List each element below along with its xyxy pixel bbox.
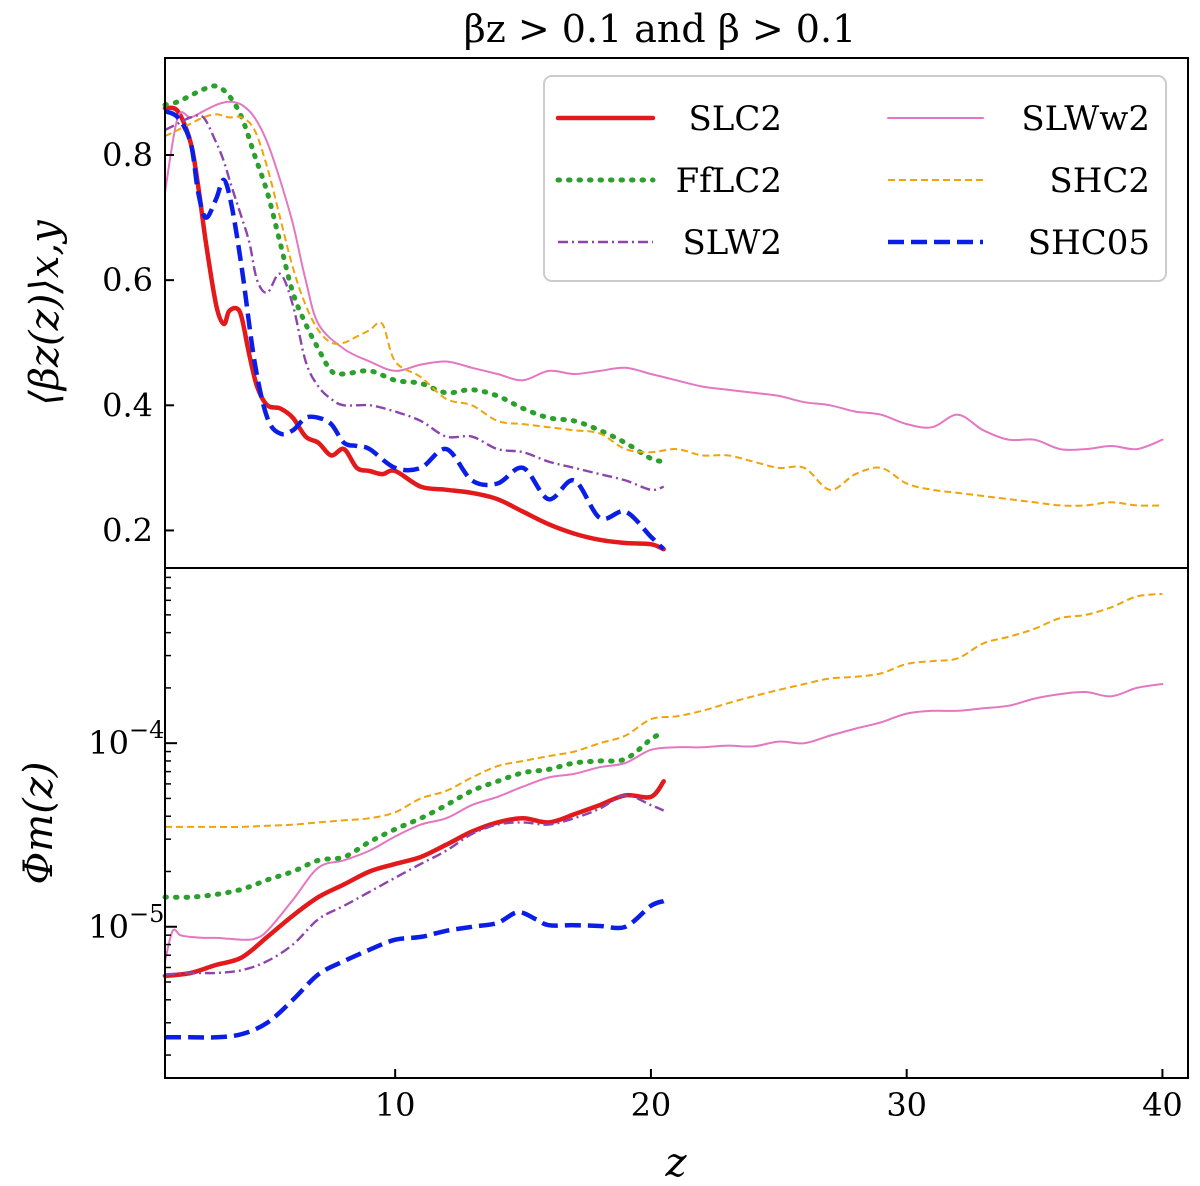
legend-label-shc05: SHC05 bbox=[1028, 223, 1150, 263]
top-series-slw2 bbox=[164, 114, 665, 492]
xtick-label: 20 bbox=[631, 1086, 672, 1124]
bottom-series-fflc2 bbox=[162, 729, 667, 900]
bottom-series-slc2 bbox=[162, 779, 666, 979]
bottom-series-shc2 bbox=[164, 592, 1163, 828]
bottom-ylabel-text: Φm(z) bbox=[16, 761, 62, 884]
top-ytick-label: 0.2 bbox=[102, 511, 153, 549]
top-series-slc2 bbox=[162, 105, 666, 552]
bottom-plot-frame bbox=[164, 567, 1189, 1079]
xtick-label: 40 bbox=[1142, 1086, 1183, 1124]
bottom-series-slw2 bbox=[164, 794, 665, 976]
legend-label-slww2: SLWw2 bbox=[1021, 99, 1150, 139]
legend-label-slc2: SLC2 bbox=[688, 99, 782, 139]
bottom-ytick-exponent: −5 bbox=[129, 900, 164, 928]
bottom-ytick-exponent: −4 bbox=[129, 716, 164, 744]
top-series-fflc2 bbox=[162, 83, 667, 465]
bottom-series-slww2 bbox=[164, 683, 1164, 963]
top-ytick-label: 0.6 bbox=[102, 261, 153, 299]
legend-label-shc2: SHC2 bbox=[1049, 161, 1150, 201]
bottom-x-ticks: 10 20 30 40 bbox=[375, 1069, 1183, 1124]
legend: SLC2 SLWw2 FfLC2 SHC2 SLW2 SHC05 bbox=[543, 75, 1167, 282]
bottom-ytick-label: 10 bbox=[88, 724, 129, 762]
top-ytick-label: 0.8 bbox=[102, 136, 153, 174]
top-ylabel-text: ⟨βz(z)⟩x,y bbox=[22, 219, 68, 406]
top-series-shc05 bbox=[164, 109, 666, 551]
top-panel: 0.2 0.4 0.6 0.8 ⟨βz(z)⟩x,y bbox=[22, 57, 1189, 569]
chart-title: βz > 0.1 and β > 0.1 bbox=[464, 7, 856, 51]
top-y-ticks: 0.2 0.4 0.6 0.8 bbox=[102, 136, 174, 549]
top-series-lines bbox=[162, 83, 1164, 552]
bottom-y-axis-label: Φm(z) bbox=[16, 761, 62, 884]
top-series-slww2 bbox=[164, 100, 1164, 451]
bottom-panel: 10−510−4 10 20 30 40 Φm(z) z bbox=[16, 567, 1189, 1186]
bottom-series-lines bbox=[162, 592, 1164, 1040]
top-y-axis-label: ⟨βz(z)⟩x,y bbox=[22, 219, 68, 406]
legend-entries: SLC2 SLWw2 FfLC2 SHC2 SLW2 SHC05 bbox=[555, 99, 1150, 263]
x-axis-label: z bbox=[664, 1140, 687, 1186]
bottom-y-ticks: 10−510−4 bbox=[88, 576, 177, 1056]
top-ytick-label: 0.4 bbox=[102, 386, 153, 424]
xtick-label: 30 bbox=[886, 1086, 927, 1124]
bottom-ytick-label: 10 bbox=[88, 908, 129, 946]
top-series-shc2 bbox=[164, 113, 1163, 507]
legend-label-slw2: SLW2 bbox=[683, 223, 783, 263]
xtick-label: 10 bbox=[375, 1086, 416, 1124]
legend-box bbox=[543, 75, 1167, 282]
legend-label-fflc2: FfLC2 bbox=[676, 161, 782, 201]
